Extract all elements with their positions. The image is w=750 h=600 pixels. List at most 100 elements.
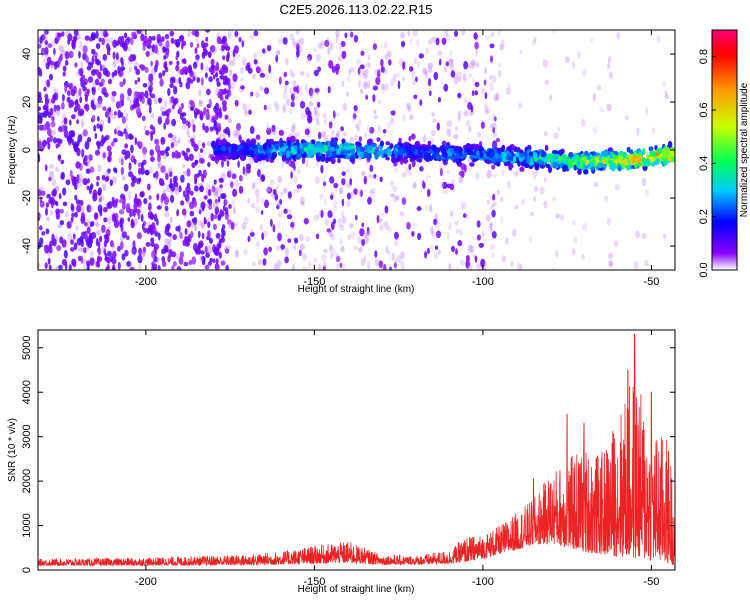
spectrogram-noise-blob [94, 132, 98, 140]
spectrogram-noise-blob [333, 110, 336, 119]
spectrogram-noise-blob [227, 118, 232, 124]
spectrogram-noise-blob [123, 32, 128, 39]
spectrogram-noise-blob [125, 131, 129, 140]
spectrogram-noise-blob [641, 177, 647, 187]
spectrogram-noise-blob [121, 40, 126, 49]
spectrogram-noise-blob [468, 126, 472, 133]
spectrogram-signal-blob [359, 146, 366, 153]
spectrogram-noise-blob [243, 216, 249, 225]
spectrogram-noise-blob [276, 260, 282, 267]
spectrogram-noise-blob [178, 256, 184, 265]
spectrogram-noise-blob [245, 166, 251, 174]
spectrogram-noise-blob [85, 168, 91, 174]
spectrogram-noise-blob [101, 134, 104, 143]
spectrogram-noise-blob [608, 261, 613, 268]
spectrogram-noise-blob [431, 137, 434, 144]
spectrogram-noise-blob [188, 153, 194, 161]
spectrogram-noise-blob [253, 182, 257, 189]
spectrogram-noise-blob [88, 204, 93, 213]
spectrogram-noise-blob [326, 36, 330, 42]
spectrogram-noise-blob [193, 225, 198, 232]
spectrogram-noise-blob [91, 48, 96, 55]
spectrogram-noise-blob [656, 35, 661, 43]
spectrogram-noise-blob [316, 101, 321, 108]
spectrogram-noise-blob [188, 30, 191, 36]
spectrogram-signal-blob [431, 144, 436, 151]
spectrogram-noise-blob [84, 141, 90, 150]
spectrogram-noise-blob [422, 180, 425, 189]
spectrogram-noise-blob [505, 87, 511, 96]
spectrogram-noise-blob [43, 86, 47, 92]
spectrogram-noise-blob [183, 261, 189, 267]
spectrogram-noise-blob [253, 59, 258, 65]
spectrogram-noise-blob [349, 178, 353, 186]
spectrogram-noise-blob [58, 264, 63, 270]
spectrogram-noise-blob [551, 196, 557, 202]
spectrogram-noise-blob [386, 121, 392, 129]
spectrogram-noise-blob [134, 91, 139, 97]
spectrogram-noise-blob [84, 222, 88, 227]
spectrogram-noise-blob [501, 168, 505, 176]
spectrogram-noise-blob [51, 178, 57, 187]
spectrogram-noise-blob [52, 107, 58, 116]
spectrogram-noise-blob [258, 259, 262, 266]
spectrogram-noise-blob [112, 59, 117, 68]
spectrogram-noise-blob [553, 132, 559, 140]
spectrogram-noise-blob [261, 48, 266, 54]
spectrogram-noise-blob [382, 129, 387, 134]
spectrogram-noise-blob [117, 261, 121, 270]
spectrogram-signal-blob [598, 155, 603, 162]
spectrogram-noise-blob [140, 213, 144, 223]
spectrogram-noise-blob [205, 30, 210, 33]
spectrogram-noise-blob [74, 62, 78, 68]
spectrogram-signal-blob [573, 164, 577, 171]
spectrogram-noise-blob [530, 212, 534, 217]
spectrogram-noise-blob [174, 187, 180, 195]
spectrogram-noise-blob [349, 31, 354, 38]
spectrogram-noise-blob [426, 188, 431, 197]
spectrogram-noise-blob [372, 43, 377, 51]
spectrogram-noise-blob [293, 176, 298, 185]
spectrogram-noise-blob [543, 176, 547, 183]
spectrogram-noise-blob [153, 266, 157, 270]
spectrogram-noise-blob [181, 67, 185, 75]
spectrogram-noise-blob [57, 32, 62, 38]
spectrogram-noise-blob [290, 93, 295, 102]
spectrogram-signal-blob [597, 162, 603, 169]
spectrogram-noise-blob [164, 33, 170, 40]
spectrogram-noise-blob [38, 106, 42, 111]
spectrogram-noise-blob [60, 174, 64, 180]
spectrogram-noise-blob [456, 71, 463, 80]
spectrogram-noise-blob [484, 66, 488, 75]
spectrogram-noise-blob [200, 77, 204, 86]
spectrogram-signal-blob [532, 151, 538, 159]
spectrogram-noise-blob [429, 204, 433, 213]
spectrogram-noise-blob [424, 74, 429, 79]
spectrogram-noise-blob [437, 51, 443, 56]
spectrogram-noise-blob [102, 106, 107, 111]
spectrogram-noise-blob [107, 51, 111, 56]
spectrogram-noise-blob [79, 77, 84, 83]
spectrogram-noise-blob [327, 210, 333, 219]
spectrogram-noise-blob [193, 185, 199, 192]
spectrogram-noise-blob [93, 124, 97, 132]
spectrogram-noise-blob [362, 72, 368, 80]
spectrogram-noise-blob [374, 258, 380, 267]
spectrogram-noise-blob [61, 101, 65, 110]
spectrogram-noise-blob [366, 226, 370, 236]
spectrogram-noise-blob [71, 212, 75, 218]
spectrogram-noise-blob [187, 132, 191, 139]
spectrogram-noise-blob [108, 106, 112, 113]
spectrogram-noise-blob [433, 252, 439, 259]
spectrogram-noise-blob [448, 49, 453, 57]
spectrogram-noise-blob [106, 145, 112, 152]
spectrogram-signal-blob [319, 155, 325, 160]
spectrogram-noise-blob [82, 45, 88, 54]
spectrogram-noise-blob [71, 138, 75, 146]
spectrogram-noise-blob [425, 203, 429, 212]
spectrogram-noise-blob [208, 115, 214, 124]
spectrogram-noise-blob [137, 77, 141, 83]
spectrogram-noise-blob [69, 247, 75, 252]
spectrogram-noise-blob [78, 178, 82, 183]
spectrogram-noise-blob [214, 247, 220, 256]
